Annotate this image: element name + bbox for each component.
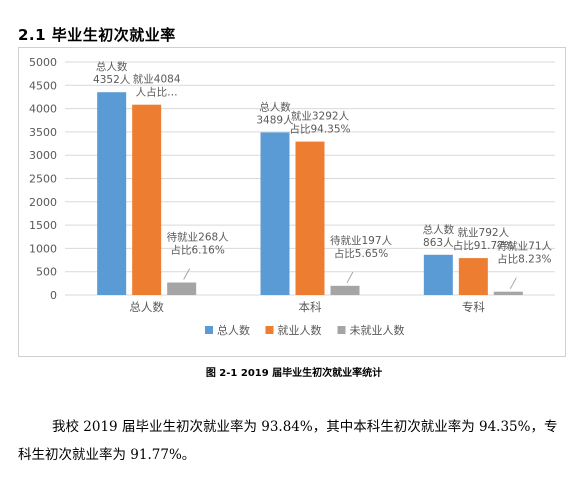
data-label: 4352人 <box>93 74 131 86</box>
data-label: 总人数 <box>96 60 128 73</box>
bar <box>167 282 197 295</box>
x-tick-label: 总人数 <box>129 300 164 314</box>
legend-label: 就业人数 <box>278 323 322 337</box>
bar <box>132 104 162 295</box>
data-label: 总人数 <box>423 223 455 236</box>
legend-swatch <box>337 326 346 334</box>
data-label: 人占比… <box>136 86 178 99</box>
y-tick-label: 500 <box>36 266 57 279</box>
y-tick-label: 3500 <box>29 126 57 139</box>
data-label: 3489人 <box>256 114 294 126</box>
bar <box>458 258 488 295</box>
summary-paragraph: 我校 2019 届毕业生初次就业率为 93.84%，其中本科生初次就业率为 94… <box>18 419 558 463</box>
y-tick-label: 3000 <box>29 149 57 162</box>
data-label: 占比8.23% <box>497 253 551 266</box>
y-tick-label: 4000 <box>29 103 57 116</box>
data-label: 待就业71人 <box>497 240 553 253</box>
data-label: 占比91.77% <box>453 239 514 252</box>
data-label: 占比6.16% <box>170 244 224 257</box>
y-tick-label: 2000 <box>29 196 57 209</box>
legend-swatch <box>265 326 274 334</box>
section-title: 2.1 毕业生初次就业率 <box>18 26 176 44</box>
data-label: 就业4084 <box>133 73 181 86</box>
x-tick-label: 专科 <box>462 300 485 314</box>
y-tick-label: 4500 <box>29 79 57 92</box>
bar-chart: 0 500 1000 1500 2000 2500 3000 3500 4000 4500 5000… <box>18 47 566 357</box>
figure-caption: 图 2-1 2019 届毕业生初次就业率统计 <box>205 368 383 379</box>
legend-swatch <box>205 326 213 334</box>
leader-line <box>346 271 354 284</box>
bar <box>295 141 325 295</box>
chart-canvas: 0 500 1000 1500 2000 2500 3000 3500 4000 4500 5000… <box>29 56 555 337</box>
bar <box>330 285 360 295</box>
leader-line <box>509 277 517 289</box>
data-label: 占比5.65% <box>334 247 388 260</box>
bar <box>493 291 523 295</box>
legend-label: 总人数 <box>217 323 250 337</box>
bar <box>423 254 453 295</box>
data-label: 863人 <box>423 237 454 249</box>
y-tick-label: 0 <box>50 289 57 302</box>
data-label: 占比94.35% <box>289 123 350 136</box>
y-tick-label: 1000 <box>29 242 57 255</box>
y-tick-label: 1500 <box>29 219 57 232</box>
legend-label: 未就业人数 <box>350 323 405 337</box>
data-label: 待就业268人 <box>167 231 230 244</box>
x-tick-label: 本科 <box>299 300 322 314</box>
bar <box>260 132 290 295</box>
leader-line <box>183 268 191 280</box>
data-label: 总人数 <box>259 100 291 113</box>
bar <box>97 92 127 295</box>
y-tick-label: 2500 <box>29 173 57 186</box>
data-label: 就业792人 <box>458 226 510 239</box>
y-tick-label: 5000 <box>29 56 57 69</box>
data-label: 就业3292人 <box>291 110 350 123</box>
data-label: 待就业197人 <box>330 234 393 247</box>
